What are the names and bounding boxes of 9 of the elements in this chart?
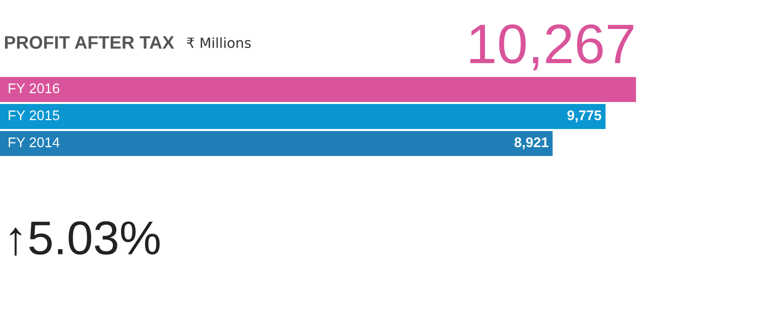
chart-subtitle: ₹ Millions [186, 37, 251, 48]
chart-title: PROFIT AFTER TAX [5, 36, 174, 49]
y-tick-label: FY 2016 [8, 83, 60, 94]
data-label: 10,267 [470, 24, 634, 70]
y-tick-label: FY 2015 [8, 110, 60, 120]
y-tick-label: FY 2014 [8, 137, 60, 148]
data-label: 9,775 [567, 110, 602, 122]
text: ↑5.03% [10, 221, 160, 256]
data-label: 8,921 [514, 137, 548, 150]
